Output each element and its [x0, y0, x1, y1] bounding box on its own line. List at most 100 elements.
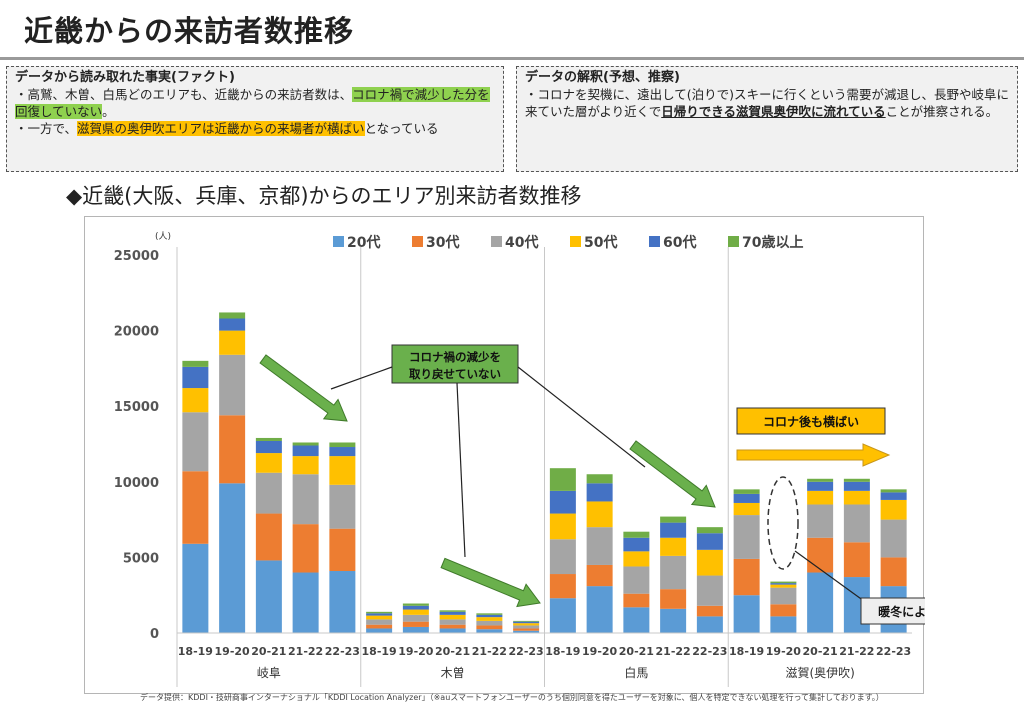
y-tick-label: 0 [150, 627, 159, 642]
chart-subtitle: ◆近畿(大阪、兵庫、京都)からのエリア別来訪者数推移 [66, 184, 582, 208]
bar-segment-40代 [513, 625, 540, 629]
bar-segment-20代 [366, 628, 393, 633]
bar-segment-40代 [733, 515, 760, 559]
bar-segment-20代 [586, 586, 613, 633]
x-tick-label: 22-23 [692, 645, 727, 658]
bar-segment-20代 [219, 483, 246, 633]
callout-recover-box [391, 344, 519, 384]
x-tick-label: 19-20 [582, 645, 618, 658]
bar-segment-40代 [439, 619, 466, 625]
slide-title: 近畿からの来訪者数推移 [24, 14, 355, 48]
bar-segment-60代 [586, 483, 613, 502]
bar-segment-30代 [733, 558, 760, 596]
bar-segment-50代 [292, 456, 319, 475]
bar-segment-30代 [439, 624, 466, 629]
callout-connector-gifu [330, 366, 393, 390]
bar-segment-20代 [807, 572, 834, 633]
bar-segment-60代 [219, 318, 246, 331]
bar-segment-60代 [439, 611, 466, 615]
legend-label: 40代 [505, 234, 538, 251]
bar-segment-70歳以上 [586, 474, 613, 484]
x-tick-label: 21-22 [656, 645, 691, 658]
bar-segment-30代 [182, 471, 209, 544]
snow-shortage-ellipse [767, 476, 799, 570]
bar-segment-60代 [513, 621, 540, 624]
fact-line-2-end: となっている [364, 121, 439, 136]
orange-arrow-flat [736, 443, 891, 467]
legend-swatch [728, 236, 739, 247]
bar-segment-60代 [880, 492, 907, 500]
interpretation-text: ・コロナを契機に、遠出して(泊りで)スキーに行くという需要が減退し、長野や岐阜に… [525, 86, 1009, 120]
x-tick-label: 22-23 [876, 645, 911, 658]
bar-segment-40代 [366, 619, 393, 625]
x-tick-label: 19-20 [398, 645, 434, 658]
bar-segment-50代 [329, 456, 356, 485]
bar-segment-60代 [660, 522, 687, 538]
bar-segment-60代 [402, 605, 429, 610]
green-arrow-hakuba [629, 440, 716, 508]
x-tick-label: 21-22 [288, 645, 323, 658]
bar-segment-20代 [476, 629, 503, 633]
callout-flat-label: コロナ後も横ばい [763, 414, 859, 429]
bar-segment-50代 [807, 490, 834, 505]
bar-segment-40代 [843, 504, 870, 543]
group-label: 岐阜 [257, 666, 281, 680]
bar-segment-70歳以上 [770, 581, 797, 584]
bar-segment-20代 [292, 572, 319, 633]
bar-segment-50代 [660, 537, 687, 556]
bar-segment-70歳以上 [733, 489, 760, 494]
bar-segment-60代 [182, 366, 209, 389]
bar-segment-30代 [476, 625, 503, 630]
x-tick-label: 20-21 [251, 645, 286, 658]
bar-segment-60代 [329, 447, 356, 457]
bar-segment-60代 [623, 537, 650, 552]
bar-segment-50代 [182, 388, 209, 413]
bar-segment-30代 [623, 593, 650, 608]
bar-segment-70歳以上 [696, 527, 723, 534]
bar-segment-30代 [770, 604, 797, 617]
legend-label: 70歳以上 [742, 234, 803, 251]
green-arrow-kiso [440, 557, 541, 608]
legend-label: 30代 [426, 234, 459, 251]
bar-segment-70歳以上 [366, 611, 393, 614]
bar-segment-50代 [255, 453, 282, 473]
bar-segment-70歳以上 [439, 610, 466, 612]
bar-segment-70歳以上 [880, 489, 907, 493]
x-tick-label: 19-20 [766, 645, 802, 658]
interpretation-box: データの解釈(予想、推察) ・コロナを契機に、遠出して(泊りで)スキーに行くとい… [516, 66, 1018, 172]
bar-segment-30代 [255, 513, 282, 561]
bar-segment-40代 [660, 555, 687, 590]
chart-frame: (人) 0 5000 10000 15000 20000 25000 18-19 19-20 20… [84, 216, 925, 694]
group-label: 滋賀(奥伊吹) [785, 666, 854, 680]
bar-segment-20代 [770, 616, 797, 633]
bar-segment-70歳以上 [843, 478, 870, 482]
y-axis-unit: (人) [155, 231, 171, 242]
bar-segment-30代 [219, 415, 246, 484]
bar-segment-60代 [476, 614, 503, 618]
interpretation-heading: データの解釈(予想、推察) [525, 70, 680, 85]
bar-segment-40代 [549, 539, 576, 575]
bar-segment-30代 [549, 574, 576, 599]
x-tick-label: 22-23 [325, 645, 360, 658]
bar-segment-50代 [439, 614, 466, 620]
x-tick-label: 20-21 [803, 645, 838, 658]
interpretation-text-b: ことが推察される。 [885, 104, 999, 119]
fact-line-1: ・高鷲、木曽、白馬どのエリアも、近畿からの来訪者数は、コロナ禍で減少した分を回復… [15, 86, 495, 120]
bar-segment-50代 [549, 513, 576, 540]
bar-segment-70歳以上 [476, 613, 503, 615]
x-tick-label: 20-21 [435, 645, 470, 658]
legend-swatch [491, 236, 502, 247]
bar-segment-20代 [696, 616, 723, 633]
x-tick-label: 18-19 [178, 645, 213, 658]
callout-connector-hakuba [517, 366, 646, 468]
bar-segment-70歳以上 [255, 437, 282, 441]
bar-segment-40代 [623, 566, 650, 594]
bar-segment-20代 [549, 598, 576, 633]
bar-segment-30代 [807, 537, 834, 573]
interpretation-underline: 日帰りできる滋賀県奥伊吹に流れている [661, 104, 886, 119]
bar-segment-50代 [476, 617, 503, 621]
bar-segment-30代 [660, 589, 687, 609]
bar-segment-30代 [329, 528, 356, 572]
bar-segment-70歳以上 [182, 360, 209, 367]
x-tick-label: 18-19 [729, 645, 764, 658]
